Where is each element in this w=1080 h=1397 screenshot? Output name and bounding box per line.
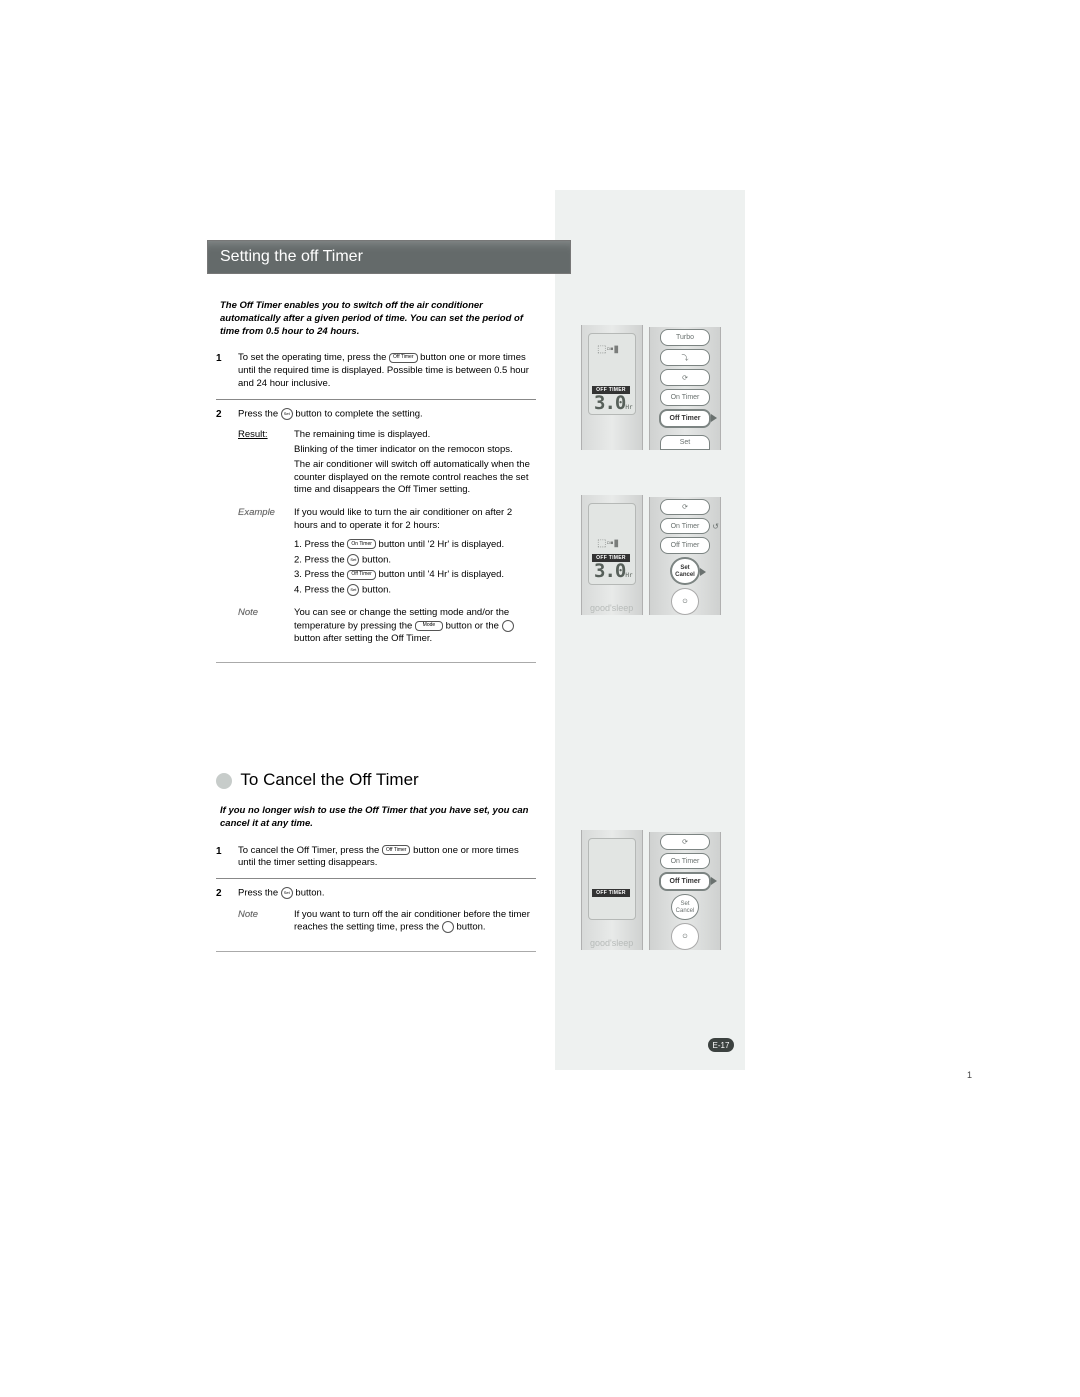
step-body: To cancel the Off Timer, press the Off T… <box>238 845 536 871</box>
note-label: Note <box>238 607 294 646</box>
offtimer-button: Off Timer <box>659 409 711 428</box>
step-num: 2 <box>216 408 238 646</box>
remote-figure-1: ⬚▫▪▮ OFF TIMER 3.0Hr Turbo ⤵ ⟳ On Timer … <box>573 325 723 450</box>
temp-button-icon <box>502 620 514 632</box>
signal-icon: ⬚▫▪▮ <box>597 538 619 549</box>
remote-lcd: ⬚▫▪▮ OFF TIMER 3.0Hr <box>588 333 636 415</box>
cancel-step-1: 1 To cancel the Off Timer, press the Off… <box>216 845 536 880</box>
intro2-text: If you no longer wish to use the Off Tim… <box>216 805 536 831</box>
step-body: Press the Set button. Note If you want t… <box>238 887 536 934</box>
ontimer-button: On Timer <box>660 389 710 406</box>
remote-lcd: OFF TIMER <box>588 838 636 920</box>
offtimer-button: Off Timer <box>660 537 710 553</box>
section-title-bar: Setting the off Timer <box>207 240 571 274</box>
remote-lcd-panel: ⬚▫▪▮ OFF TIMER 3.0Hr <box>581 325 643 450</box>
set-cancel-button: Set Cancel <box>670 557 700 586</box>
swing-button: ⤵ <box>660 349 710 366</box>
section2-title: To Cancel the Off Timer <box>216 770 419 790</box>
page-footer: 1 <box>967 1070 972 1080</box>
ontimer-button-icon: On Timer <box>347 539 376 549</box>
remote-buttons: ⟳ On Timer ↺ Off Timer Set Cancel ⏻ <box>649 497 721 615</box>
remote-figure-3: OFF TIMER good'sleep ⟳ On Timer Off Time… <box>573 830 723 950</box>
goodsleep-label: good'sleep <box>590 603 633 613</box>
timer-digits: 3.0Hr <box>594 392 633 414</box>
offtimer-button-icon: Off Timer <box>389 353 417 363</box>
example-block: Example If you would like to turn the ai… <box>238 507 536 599</box>
signal-icon: ⬚▫▪▮ <box>597 344 619 355</box>
note-body: If you want to turn off the air conditio… <box>294 909 536 935</box>
section-title: Setting the off Timer <box>220 248 363 266</box>
offtimer-indicator: OFF TIMER <box>592 889 630 897</box>
remote-lcd: ⬚▫▪▮ OFF TIMER 3.0Hr <box>588 503 636 585</box>
step-num: 1 <box>216 352 238 390</box>
turbo-button: Turbo <box>660 329 710 346</box>
set-button-icon: Set <box>347 554 359 566</box>
offtimer-button: Off Timer <box>659 872 711 890</box>
set-button-icon: Set <box>281 408 293 420</box>
result-label: Result: <box>238 429 294 499</box>
bullet-icon <box>216 773 232 789</box>
set-button-icon: Set <box>347 584 359 596</box>
arrow-icon <box>700 568 706 576</box>
divider <box>216 951 536 952</box>
note-label: Note <box>238 909 294 935</box>
note-body: You can see or change the setting mode a… <box>294 607 536 646</box>
remote-lcd-panel: OFF TIMER good'sleep <box>581 830 643 950</box>
fan-button: ⟳ <box>660 499 710 515</box>
fan-button: ⟳ <box>660 369 710 386</box>
note-block: Note If you want to turn off the air con… <box>238 909 536 935</box>
arrow-icon <box>711 877 717 885</box>
power-button: ⏻ <box>671 588 699 615</box>
power-button-icon <box>442 921 454 933</box>
result-body: The remaining time is displayed. Blinkin… <box>294 429 536 499</box>
fan-button: ⟳ <box>660 834 710 850</box>
note-block: Note You can see or change the setting m… <box>238 607 536 646</box>
manual-page: Setting the off Timer The Off Timer enab… <box>0 0 1080 1397</box>
goodsleep-label: good'sleep <box>590 938 633 948</box>
result-block: Result: The remaining time is displayed.… <box>238 429 536 499</box>
step-2: 2 Press the Set button to complete the s… <box>216 408 536 654</box>
remote-figure-2: ⬚▫▪▮ OFF TIMER 3.0Hr good'sleep ⟳ On Tim… <box>573 495 723 615</box>
remote-buttons: ⟳ On Timer Off Timer Set Cancel ⏻ <box>649 832 721 950</box>
power-button: ⏻ <box>671 923 699 950</box>
step-num: 1 <box>216 845 238 871</box>
offtimer-button-icon: Off Timer <box>347 570 375 580</box>
example-body: If you would like to turn the air condit… <box>294 507 536 599</box>
offtimer-button-icon: Off Timer <box>382 845 410 855</box>
arrow-icon <box>711 414 717 422</box>
cancel-step-2: 2 Press the Set button. Note If you want… <box>216 887 536 942</box>
divider <box>216 662 536 663</box>
ontimer-button: On Timer ↺ <box>660 518 710 534</box>
set-button-icon: Set <box>281 887 293 899</box>
section-body: The Off Timer enables you to switch off … <box>216 300 536 673</box>
remote-buttons: Turbo ⤵ ⟳ On Timer Off Timer Set <box>649 327 721 450</box>
example-label: Example <box>238 507 294 599</box>
intro-text: The Off Timer enables you to switch off … <box>216 300 536 338</box>
step-body: Press the Set button to complete the set… <box>238 408 536 646</box>
ontimer-button: On Timer <box>660 853 710 869</box>
remote-lcd-panel: ⬚▫▪▮ OFF TIMER 3.0Hr good'sleep <box>581 495 643 615</box>
set-button-partial: Set <box>660 435 710 450</box>
set-cancel-button: Set Cancel <box>671 894 699 921</box>
step-num: 2 <box>216 887 238 934</box>
mode-button-icon: Mode <box>415 621 443 631</box>
page-number-badge: E-17 <box>708 1038 734 1052</box>
step-body: To set the operating time, press the Off… <box>238 352 536 390</box>
step-1: 1 To set the operating time, press the O… <box>216 352 536 399</box>
section2-body: If you no longer wish to use the Off Tim… <box>216 805 536 962</box>
timer-digits: 3.0Hr <box>594 560 633 582</box>
